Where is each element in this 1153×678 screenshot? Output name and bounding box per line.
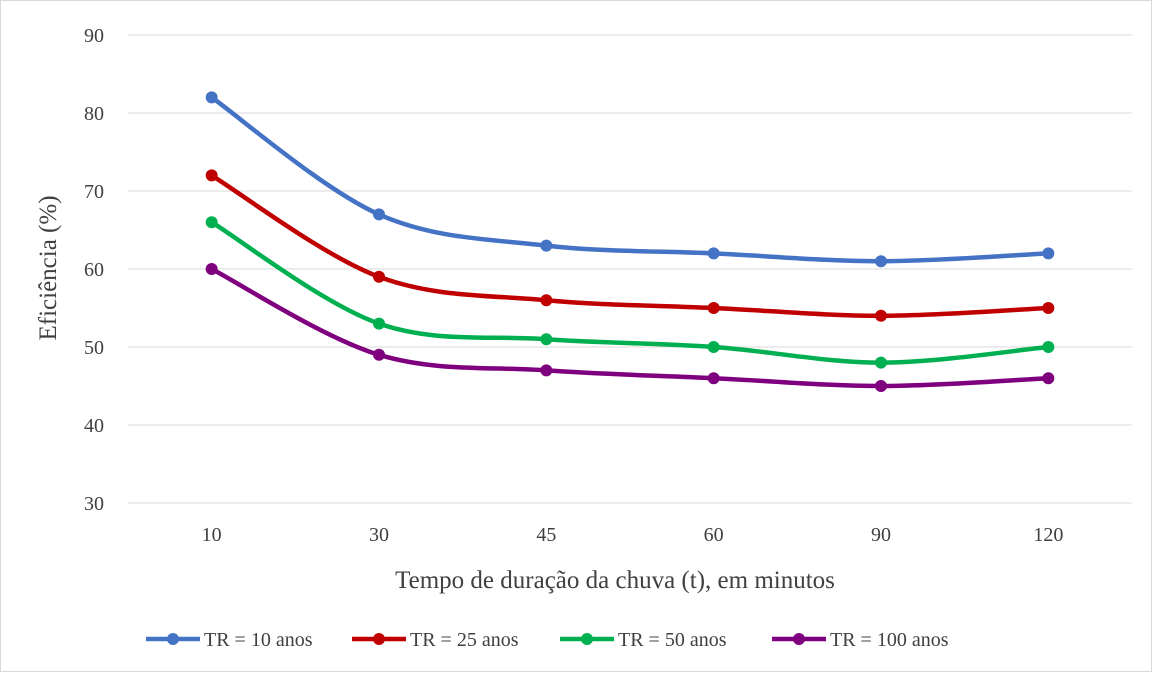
y-tick-label: 40 — [84, 415, 104, 437]
series-4 — [205, 263, 1055, 392]
data-point — [875, 380, 887, 392]
legend-label: TR = 50 anos — [618, 629, 727, 651]
series-3 — [205, 216, 1055, 369]
legend-marker — [167, 633, 179, 645]
data-point — [875, 309, 887, 322]
data-point — [205, 91, 218, 104]
y-axis-title: Eficiência (%) — [35, 195, 62, 340]
data-point — [540, 294, 553, 307]
x-tick-label: 10 — [202, 524, 222, 546]
y-tick-label: 60 — [84, 259, 104, 281]
data-point — [1042, 372, 1055, 385]
series-line — [209, 266, 1051, 389]
legend: TR = 10 anos TR = 25 anos TR = 50 anos TR =… — [146, 629, 949, 651]
x-tick-label: 45 — [536, 524, 556, 546]
x-tick-label: 120 — [1033, 524, 1063, 546]
data-point — [1042, 247, 1055, 260]
legend-item: TR = 10 anos — [146, 629, 313, 651]
series-2 — [205, 169, 1055, 322]
y-tick-label: 70 — [84, 181, 104, 203]
data-point — [373, 270, 385, 283]
series-lines — [205, 91, 1055, 392]
legend-marker — [793, 633, 805, 645]
data-point — [707, 372, 720, 385]
y-tick-label: 30 — [84, 493, 104, 515]
x-axis-title: Tempo de duração da chuva (t), em minuto… — [395, 567, 835, 594]
y-tick-label: 90 — [84, 25, 104, 47]
legend-item: TR = 50 anos — [560, 629, 727, 651]
series-line — [209, 95, 1051, 264]
legend-item: TR = 25 anos — [352, 629, 519, 651]
series-line — [209, 219, 1051, 365]
series-1 — [205, 91, 1055, 268]
y-tick-label: 80 — [84, 103, 104, 125]
x-axis-ticks: 10 30 45 60 90 120 — [202, 524, 1064, 546]
data-point — [205, 169, 218, 182]
x-tick-label: 30 — [369, 524, 389, 546]
legend-label: TR = 25 anos — [410, 629, 519, 651]
y-axis-ticks: 30 40 50 60 70 80 90 — [84, 25, 104, 515]
legend-item: TR = 100 anos — [772, 629, 949, 651]
data-point — [1042, 341, 1055, 353]
data-point — [707, 247, 720, 260]
data-point — [707, 302, 720, 314]
x-tick-label: 60 — [704, 524, 724, 546]
legend-marker — [373, 633, 385, 645]
y-tick-label: 50 — [84, 337, 104, 359]
legend-marker — [581, 633, 593, 645]
gridlines — [128, 34, 1132, 504]
legend-label: TR = 10 anos — [204, 629, 313, 651]
data-point — [707, 341, 720, 353]
legend-label: TR = 100 anos — [830, 629, 949, 651]
data-point — [205, 263, 218, 275]
data-point — [540, 239, 553, 252]
data-point — [373, 317, 385, 330]
data-point — [540, 333, 553, 346]
data-point — [205, 216, 218, 229]
x-tick-label: 90 — [871, 524, 891, 546]
data-point — [540, 364, 553, 377]
data-point — [373, 208, 385, 221]
data-point — [1042, 302, 1055, 314]
data-point — [875, 255, 887, 268]
data-point — [373, 348, 385, 361]
data-point — [875, 356, 887, 369]
series-line — [209, 173, 1051, 319]
